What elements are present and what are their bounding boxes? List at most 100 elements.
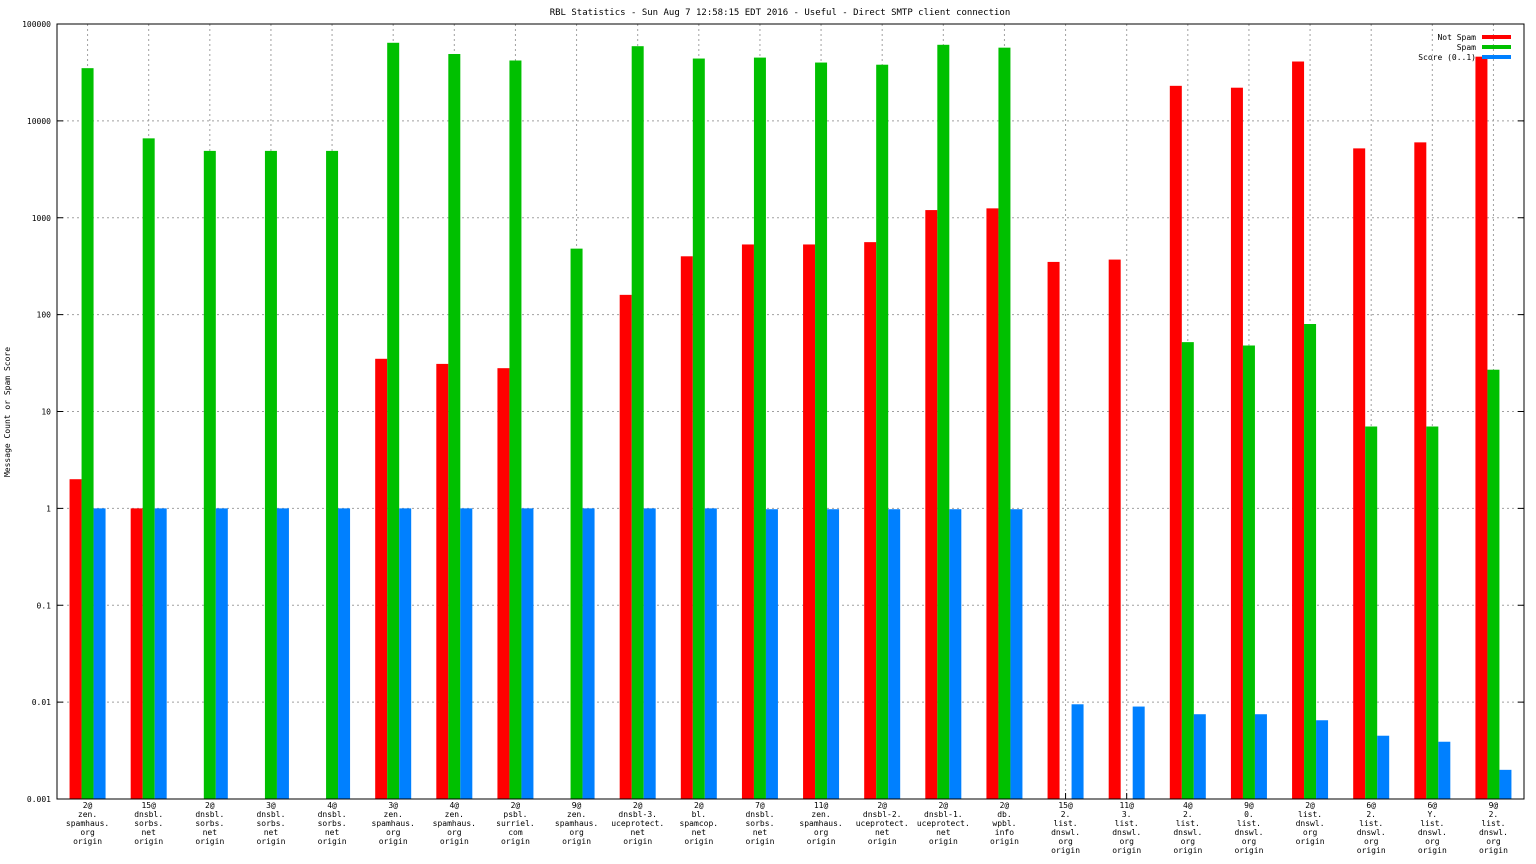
bar-score-0-1 bbox=[1499, 769, 1512, 799]
bar-spam bbox=[387, 42, 400, 800]
bar-spam bbox=[570, 248, 583, 799]
bar-score-0-1 bbox=[399, 508, 412, 799]
bar-spam bbox=[509, 60, 522, 799]
x-tick-label: 3@ zen. spamhaus. org origin bbox=[372, 801, 415, 846]
bar-spam bbox=[815, 62, 828, 800]
bar-score-0-1 bbox=[704, 508, 717, 799]
legend-label: Not Spam bbox=[1437, 33, 1476, 42]
bar-spam bbox=[264, 150, 277, 799]
bar-not-spam bbox=[1475, 56, 1488, 799]
x-tick-label: 3@ dnsbl. sorbs. net origin bbox=[256, 801, 285, 846]
bar-not-spam bbox=[1108, 259, 1121, 799]
bar-spam bbox=[326, 150, 339, 799]
x-tick-label: 4@ dnsbl. sorbs. net origin bbox=[318, 801, 347, 846]
x-tick-label: 4@ zen. spamhaus. org origin bbox=[433, 801, 476, 846]
bar-spam bbox=[876, 64, 889, 799]
bar-not-spam bbox=[619, 294, 632, 799]
bar-not-spam bbox=[497, 368, 510, 799]
x-tick-label: 2@ db. wpbl. info origin bbox=[990, 801, 1019, 846]
bar-spam bbox=[631, 46, 644, 799]
x-tick-label: 2@ list. dnswl. org origin bbox=[1296, 801, 1325, 846]
bar-not-spam bbox=[130, 508, 143, 799]
y-tick-label: 0.001 bbox=[27, 795, 51, 804]
y-tick-label: 0.1 bbox=[37, 601, 52, 610]
bar-score-0-1 bbox=[460, 508, 473, 799]
bar-spam bbox=[753, 57, 766, 800]
legend-label: Score (0..1) bbox=[1418, 53, 1476, 62]
bar-score-0-1 bbox=[765, 509, 778, 799]
legend-swatch bbox=[1482, 45, 1511, 49]
x-tick-label: 2@ dnsbl-2. uceprotect. net origin bbox=[856, 801, 909, 846]
bar-score-0-1 bbox=[827, 509, 840, 799]
x-tick-label: 2@ bl. spamcop. net origin bbox=[680, 801, 719, 846]
bar-spam bbox=[81, 68, 94, 800]
bar-not-spam bbox=[1230, 87, 1243, 799]
x-tick-label: 2@ dnsbl-3. uceprotect. net origin bbox=[611, 801, 664, 846]
y-tick-label: 100000 bbox=[22, 20, 51, 29]
bar-score-0-1 bbox=[1377, 735, 1390, 799]
plot-frame bbox=[56, 23, 1525, 800]
x-tick-label: 7@ dnsbl. sorbs. net origin bbox=[745, 801, 774, 846]
bar-score-0-1 bbox=[1254, 714, 1267, 799]
bar-score-0-1 bbox=[582, 508, 595, 799]
bar-not-spam bbox=[741, 244, 754, 800]
x-tick-label: 4@ 2. list. dnswl. org origin bbox=[1173, 801, 1202, 855]
bar-spam bbox=[142, 138, 155, 799]
bar-not-spam bbox=[925, 210, 938, 799]
bar-score-0-1 bbox=[1010, 509, 1023, 799]
legend-swatch bbox=[1482, 55, 1511, 59]
bar-score-0-1 bbox=[93, 508, 106, 799]
x-tick-label: 11@ 3. list. dnswl. org origin bbox=[1112, 801, 1141, 855]
bar-not-spam bbox=[803, 244, 816, 800]
bar-spam bbox=[998, 47, 1011, 800]
bar-score-0-1 bbox=[338, 508, 351, 799]
bar-score-0-1 bbox=[888, 509, 901, 799]
x-tick-label: 11@ zen. spamhaus. org origin bbox=[799, 801, 842, 846]
legend-swatch bbox=[1482, 35, 1511, 39]
bar-score-0-1 bbox=[1316, 720, 1329, 799]
y-tick-label: 10000 bbox=[27, 117, 51, 126]
bar-spam bbox=[1304, 324, 1317, 799]
bar-spam bbox=[1365, 426, 1378, 799]
bar-not-spam bbox=[1169, 85, 1182, 799]
x-tick-label: 2@ zen. spamhaus. org origin bbox=[66, 801, 109, 846]
bar-not-spam bbox=[1292, 61, 1305, 800]
x-tick-label: 6@ 2. list. dnswl. org origin bbox=[1357, 801, 1386, 855]
y-tick-label: 10 bbox=[41, 408, 51, 417]
bar-spam bbox=[692, 58, 705, 799]
bar-score-0-1 bbox=[1438, 741, 1451, 799]
x-tick-label: 6@ Y. list. dnswl. org origin bbox=[1418, 801, 1447, 855]
bar-score-0-1 bbox=[643, 508, 656, 799]
y-axis-label: Message Count or Spam Score bbox=[3, 347, 12, 477]
bar-not-spam bbox=[1353, 148, 1366, 799]
bar-score-0-1 bbox=[215, 508, 228, 799]
x-tick-label: 15@ dnsbl. sorbs. net origin bbox=[134, 801, 163, 846]
bar-score-0-1 bbox=[1071, 704, 1084, 799]
chart-title: RBL Statistics - Sun Aug 7 12:58:15 EDT … bbox=[550, 8, 1011, 18]
y-tick-label: 100 bbox=[37, 311, 52, 320]
bar-spam bbox=[203, 150, 216, 799]
x-tick-label: 15@ 2. list. dnswl. org origin bbox=[1051, 801, 1080, 855]
bar-spam bbox=[1242, 345, 1255, 799]
bar-not-spam bbox=[1047, 261, 1060, 799]
bar-not-spam bbox=[436, 363, 449, 799]
x-tick-label: 9@ 0. list. dnswl. org origin bbox=[1234, 801, 1263, 855]
bar-spam bbox=[937, 44, 950, 800]
bar-score-0-1 bbox=[1132, 706, 1145, 799]
bar-spam bbox=[1181, 342, 1194, 799]
legend-label: Spam bbox=[1457, 43, 1476, 52]
y-tick-label: 0.01 bbox=[32, 698, 51, 707]
x-tick-label: 2@ dnsbl-1. uceprotect. net origin bbox=[917, 801, 970, 846]
y-tick-label: 1 bbox=[46, 504, 51, 513]
bar-score-0-1 bbox=[276, 508, 289, 799]
bar-not-spam bbox=[375, 358, 388, 799]
x-tick-label: 9@ zen. spamhaus. org origin bbox=[555, 801, 598, 846]
y-tick-label: 1000 bbox=[32, 214, 51, 223]
x-tick-labels: 2@ zen. spamhaus. org origin 15@ dnsbl. sorbs. n… bbox=[66, 801, 1508, 855]
bars bbox=[69, 42, 1512, 800]
bar-spam bbox=[1426, 426, 1439, 799]
x-tick-label: 2@ psbl. surriel. com origin bbox=[496, 801, 535, 846]
y-tick-labels: 0.001 0.01 0.1 1 10 100 1000 10000 100000 bbox=[22, 20, 51, 804]
